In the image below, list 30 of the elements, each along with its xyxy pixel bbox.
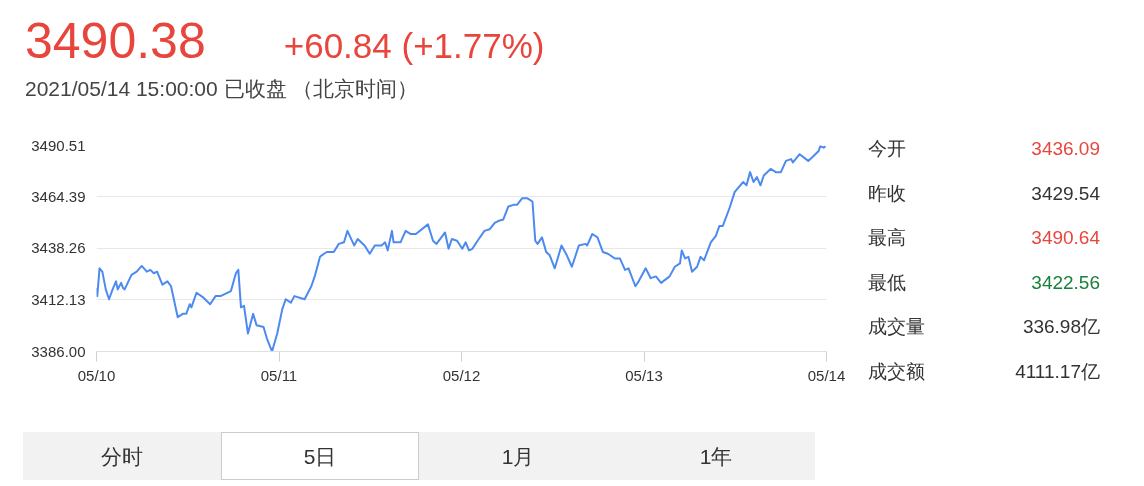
category-label: 最高 xyxy=(868,226,906,250)
text: 2021/05/14 15:00:00 已收盘 （北京时间） xyxy=(25,76,420,102)
chart-subtitle: +60.84 (+1.77%) xyxy=(283,26,545,65)
text: 5日 xyxy=(221,432,419,480)
text: 3422.56 xyxy=(1031,271,1100,293)
text: 3436.09 xyxy=(1031,138,1100,159)
y-tick-label: 3464.39 xyxy=(31,187,86,205)
x-tick-label: 05/10 xyxy=(77,366,116,384)
category-label: 最低 xyxy=(868,270,906,295)
text: 3490.64 xyxy=(1031,227,1100,248)
category-label: 今开 xyxy=(868,137,906,161)
x-tick-label: 05/14 xyxy=(807,366,846,384)
category-label: 昨收 xyxy=(868,181,906,206)
chart-title: 3490.38 xyxy=(25,13,206,69)
line-series xyxy=(96,145,827,352)
x-tick-label: 05/12 xyxy=(442,366,481,384)
text: 336.98亿 xyxy=(1022,316,1100,337)
text: 1月 xyxy=(419,432,617,480)
y-tick-label: 3438.26 xyxy=(31,239,86,257)
category-label: 成交量 xyxy=(868,315,925,339)
text: 4111.17亿 xyxy=(1015,360,1100,382)
text: 3429.54 xyxy=(1031,182,1100,204)
text: 1年 xyxy=(617,432,815,480)
text: 分时 xyxy=(23,432,221,480)
x-tick-label: 05/13 xyxy=(625,366,663,384)
category-label: 成交额 xyxy=(868,359,925,384)
x-tick-label: 05/11 xyxy=(260,366,298,384)
y-tick-label: 3490.51 xyxy=(31,136,86,154)
y-tick-label: 3412.13 xyxy=(31,291,86,308)
y-tick-label: 3386.00 xyxy=(31,342,86,360)
